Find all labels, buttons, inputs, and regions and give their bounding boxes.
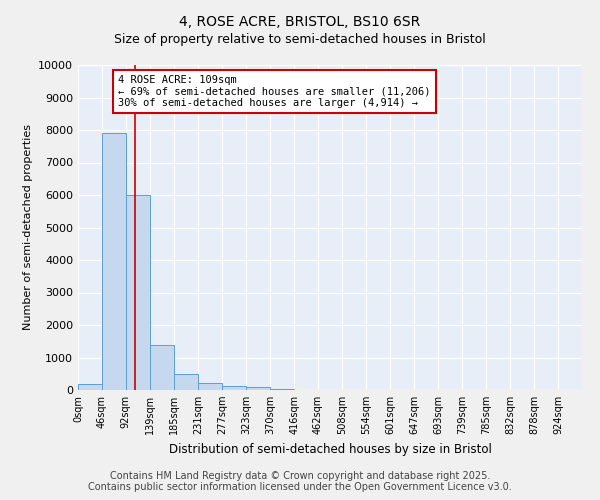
Bar (246, 388, 270, 390)
Bar (198, 383, 222, 390)
X-axis label: Distribution of semi-detached houses by size in Bristol: Distribution of semi-detached houses by … (169, 442, 491, 456)
Bar (102, 133, 126, 390)
Bar (222, 386, 246, 390)
Bar (78, 384, 102, 390)
Bar (174, 374, 198, 390)
Text: Size of property relative to semi-detached houses in Bristol: Size of property relative to semi-detach… (114, 32, 486, 46)
Text: Contains HM Land Registry data © Crown copyright and database right 2025.
Contai: Contains HM Land Registry data © Crown c… (88, 471, 512, 492)
Y-axis label: Number of semi-detached properties: Number of semi-detached properties (23, 124, 32, 330)
Bar (126, 195, 150, 390)
Text: 4, ROSE ACRE, BRISTOL, BS10 6SR: 4, ROSE ACRE, BRISTOL, BS10 6SR (179, 15, 421, 29)
Bar (270, 389, 294, 390)
Text: 4 ROSE ACRE: 109sqm
← 69% of semi-detached houses are smaller (11,206)
30% of se: 4 ROSE ACRE: 109sqm ← 69% of semi-detach… (118, 74, 431, 108)
Bar (150, 344, 174, 390)
